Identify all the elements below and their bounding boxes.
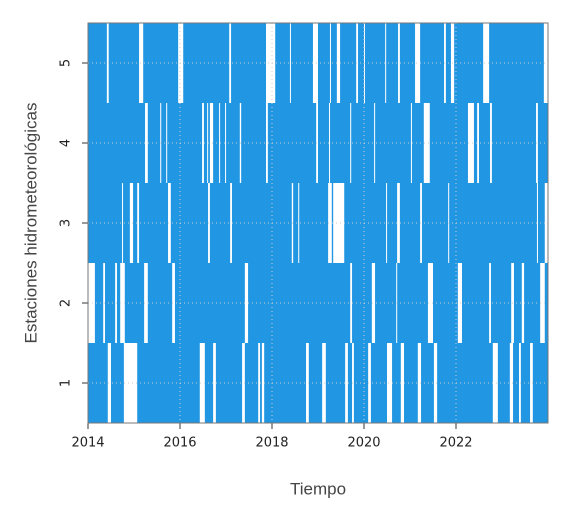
data-gap [385, 23, 387, 103]
data-gap [509, 343, 514, 423]
data-gap [106, 23, 109, 103]
data-gap [540, 263, 545, 343]
data-gap [266, 103, 268, 183]
data-gap [477, 103, 479, 183]
data-gap [122, 183, 124, 263]
data-gap [137, 183, 140, 263]
data-gap [213, 343, 216, 423]
data-gap [298, 183, 300, 263]
plot-frame [87, 22, 549, 424]
y-tick-label: 4 [59, 139, 74, 147]
data-gap [427, 263, 433, 343]
data-gap [489, 263, 491, 343]
y-tick-label: 1 [59, 379, 74, 387]
data-gap [536, 183, 538, 263]
data-gap [266, 23, 276, 103]
data-gap [543, 23, 548, 103]
data-gap [107, 343, 111, 423]
data-gap [329, 23, 331, 103]
data-gap [386, 183, 388, 263]
x-tick-label: 2020 [347, 436, 380, 451]
data-gap [356, 23, 359, 103]
data-gap [129, 183, 134, 263]
data-gap [336, 23, 341, 103]
data-gap [202, 103, 204, 183]
data-gap [519, 343, 521, 423]
data-gap [420, 183, 422, 263]
data-gap [258, 343, 261, 423]
data-gap [144, 263, 148, 343]
data-gap [483, 23, 490, 103]
data-gap [530, 343, 533, 423]
data-gap [492, 343, 498, 423]
x-tick-label: 2022 [439, 436, 472, 451]
data-gap [521, 263, 525, 343]
y-tick-label: 5 [59, 59, 74, 67]
data-gap [333, 183, 345, 263]
data-gap [261, 343, 265, 423]
data-gap [350, 103, 352, 183]
data-gap [467, 103, 474, 183]
x-tick-label: 2014 [71, 436, 104, 451]
data-gap [219, 103, 221, 183]
data-gap [371, 263, 376, 343]
data-gap [417, 343, 422, 423]
data-gap [88, 263, 95, 343]
data-gap [199, 343, 205, 423]
data-gap [316, 103, 318, 183]
data-gap [400, 343, 405, 423]
data-gap [544, 183, 548, 263]
data-gap [433, 343, 438, 423]
data-gap [345, 343, 348, 423]
data-gap [374, 103, 376, 183]
data-gap [397, 183, 400, 263]
data-gap [145, 103, 148, 183]
y-tick-label: 2 [59, 299, 74, 307]
data-gap [230, 183, 232, 263]
data-gap [166, 103, 168, 183]
data-gap [329, 103, 331, 183]
data-gap [350, 263, 353, 343]
data-gap [172, 263, 175, 343]
data-gap [322, 343, 326, 423]
data-gap [368, 343, 371, 423]
data-gap [244, 263, 249, 343]
data-gap [242, 343, 245, 423]
x-axis-title: Tiempo [290, 479, 346, 498]
data-gap [209, 103, 214, 183]
data-gap [398, 23, 400, 103]
data-gap [410, 103, 412, 183]
data-gap [229, 23, 232, 103]
data-gap [490, 103, 492, 183]
data-gap [415, 23, 421, 103]
data-gap [139, 23, 144, 103]
data-gap [312, 23, 318, 103]
data-gap [168, 183, 171, 263]
data-gap [457, 263, 462, 343]
data-gap [120, 263, 125, 343]
y-axis-title: Estaciones hidrometeorológicas [21, 103, 40, 344]
data-gap [387, 343, 393, 423]
data-gap [225, 103, 227, 183]
data-gap [423, 103, 430, 183]
data-gap [123, 343, 138, 423]
y-tick-label: 3 [59, 219, 74, 227]
data-gap [289, 23, 291, 103]
data-gap [306, 343, 309, 423]
x-tick-label: 2018 [255, 436, 288, 451]
data-gap [328, 183, 332, 263]
x-tick-label: 2016 [163, 436, 196, 451]
data-gap [207, 103, 209, 183]
